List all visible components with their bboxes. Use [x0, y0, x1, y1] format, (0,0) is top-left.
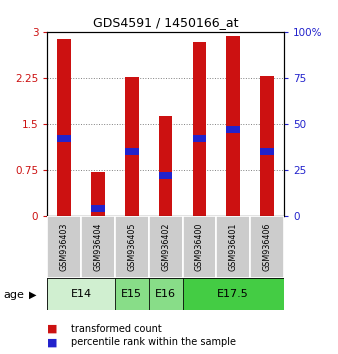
Text: ■: ■: [47, 324, 58, 333]
Text: ■: ■: [47, 337, 58, 347]
Bar: [115, 216, 149, 278]
Bar: [226, 126, 240, 133]
Bar: [57, 135, 71, 142]
Bar: [149, 216, 183, 278]
Bar: [125, 148, 139, 155]
Bar: [183, 216, 216, 278]
Text: E16: E16: [155, 289, 176, 299]
Bar: [159, 116, 172, 216]
Bar: [81, 216, 115, 278]
Text: percentile rank within the sample: percentile rank within the sample: [71, 337, 236, 347]
Bar: [183, 278, 284, 310]
Bar: [216, 216, 250, 278]
Bar: [159, 172, 172, 179]
Text: transformed count: transformed count: [71, 324, 162, 333]
Bar: [149, 278, 183, 310]
Text: GSM936406: GSM936406: [263, 223, 271, 271]
Bar: [57, 39, 71, 216]
Text: E15: E15: [121, 289, 142, 299]
Text: E17.5: E17.5: [217, 289, 249, 299]
Bar: [115, 278, 149, 310]
Bar: [193, 42, 206, 216]
Text: GSM936401: GSM936401: [229, 223, 238, 271]
Bar: [226, 36, 240, 216]
Text: GSM936400: GSM936400: [195, 223, 204, 271]
Bar: [193, 135, 206, 142]
Text: ▶: ▶: [29, 290, 36, 299]
Text: GSM936403: GSM936403: [60, 223, 69, 271]
Text: GSM936405: GSM936405: [127, 223, 136, 271]
Bar: [91, 172, 105, 216]
Text: GSM936402: GSM936402: [161, 223, 170, 271]
Text: GSM936404: GSM936404: [94, 223, 102, 271]
Bar: [125, 77, 139, 216]
Bar: [47, 278, 115, 310]
Bar: [91, 205, 105, 212]
Bar: [260, 148, 274, 155]
Bar: [250, 216, 284, 278]
Bar: [47, 216, 81, 278]
Text: age: age: [3, 290, 24, 299]
Bar: [260, 76, 274, 216]
Text: E14: E14: [71, 289, 92, 299]
Text: GDS4591 / 1450166_at: GDS4591 / 1450166_at: [93, 16, 238, 29]
